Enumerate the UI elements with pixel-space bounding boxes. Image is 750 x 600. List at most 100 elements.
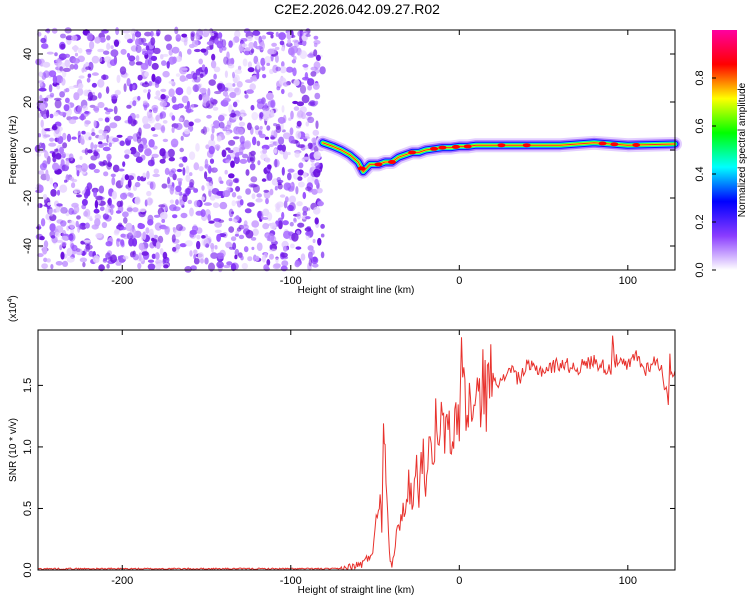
noise-speck xyxy=(231,200,236,207)
noise-speck xyxy=(162,138,169,143)
noise-speck xyxy=(188,121,194,127)
noise-speck xyxy=(281,61,285,68)
noise-speck xyxy=(146,197,153,206)
spectrogram-x-tick-label: -200 xyxy=(111,275,133,287)
noise-speck xyxy=(270,109,275,117)
noise-speck xyxy=(185,240,193,247)
spectrogram-noise-region xyxy=(34,26,326,273)
noise-speck xyxy=(99,36,106,43)
noise-speck xyxy=(197,252,204,261)
noise-speck xyxy=(279,40,285,46)
noise-speck xyxy=(297,222,305,228)
noise-speck xyxy=(143,89,148,93)
noise-speck xyxy=(36,184,44,193)
noise-speck xyxy=(270,222,277,230)
noise-speck xyxy=(52,75,58,84)
noise-speck xyxy=(132,100,137,107)
noise-speck xyxy=(37,133,42,138)
noise-speck xyxy=(43,257,48,263)
noise-speck xyxy=(80,113,85,121)
spectrogram-y-tick-label: 20 xyxy=(22,96,34,108)
noise-speck xyxy=(182,167,186,176)
noise-speck xyxy=(256,61,260,70)
figure-title: C2E2.2026.042.09.27.R02 xyxy=(274,1,440,17)
noise-speck xyxy=(201,235,206,239)
noise-speck xyxy=(200,196,205,201)
noise-speck xyxy=(302,63,309,68)
noise-speck xyxy=(114,229,120,234)
noise-speck xyxy=(56,189,61,196)
noise-speck xyxy=(187,185,195,190)
noise-speck xyxy=(210,252,219,259)
noise-speck xyxy=(97,101,105,109)
noise-speck xyxy=(245,188,252,195)
noise-speck xyxy=(134,31,142,38)
noise-speck xyxy=(260,153,268,161)
noise-speck xyxy=(279,65,287,74)
noise-speck xyxy=(301,94,310,104)
noise-speck xyxy=(88,163,96,170)
noise-speck xyxy=(161,60,167,66)
noise-speck xyxy=(188,172,193,177)
noise-speck xyxy=(172,214,178,219)
noise-speck xyxy=(289,221,294,227)
noise-speck xyxy=(293,40,300,48)
noise-speck xyxy=(76,215,81,220)
noise-speck xyxy=(225,159,231,164)
noise-speck xyxy=(98,185,105,194)
noise-speck xyxy=(60,33,66,39)
noise-speck xyxy=(170,185,175,192)
noise-speck xyxy=(84,147,89,156)
snr-y-tick-label: 1.0 xyxy=(22,439,34,454)
noise-speck xyxy=(78,83,84,89)
noise-speck xyxy=(194,118,202,123)
noise-speck xyxy=(229,113,237,118)
noise-speck xyxy=(124,33,131,40)
noise-speck xyxy=(175,56,183,62)
noise-speck xyxy=(209,97,214,103)
noise-speck xyxy=(129,228,135,234)
noise-speck xyxy=(287,38,291,45)
noise-speck xyxy=(302,206,309,213)
noise-speck xyxy=(199,73,204,79)
noise-speck xyxy=(98,129,104,134)
noise-speck xyxy=(244,94,249,99)
noise-speck xyxy=(68,207,74,215)
noise-speck xyxy=(98,56,103,63)
noise-speck xyxy=(77,47,83,54)
noise-speck xyxy=(288,117,292,121)
noise-speck xyxy=(210,32,215,37)
noise-speck xyxy=(60,251,65,260)
noise-speck xyxy=(212,202,220,209)
noise-speck xyxy=(236,195,242,200)
noise-speck xyxy=(127,179,132,188)
noise-speck xyxy=(239,199,244,206)
noise-speck xyxy=(105,252,111,260)
noise-speck xyxy=(55,225,64,234)
noise-speck xyxy=(302,191,307,200)
ridge-peak xyxy=(374,162,383,167)
noise-speck xyxy=(59,66,64,72)
noise-speck xyxy=(127,38,133,44)
noise-speck xyxy=(147,159,155,167)
noise-speck xyxy=(71,244,78,252)
noise-speck xyxy=(50,235,56,239)
colorbar-label: Normalized spectral amplitude xyxy=(737,82,748,217)
noise-speck xyxy=(262,222,270,230)
noise-speck xyxy=(246,35,253,42)
noise-speck xyxy=(123,217,128,224)
noise-speck xyxy=(147,259,155,263)
noise-speck xyxy=(59,244,63,251)
noise-speck xyxy=(122,161,126,168)
noise-speck xyxy=(307,78,315,86)
spectrogram-x-tick-label: -100 xyxy=(280,275,302,287)
noise-speck xyxy=(168,80,175,84)
noise-speck xyxy=(209,158,215,164)
noise-speck xyxy=(152,107,158,114)
noise-speck xyxy=(46,258,51,263)
noise-speck xyxy=(274,54,279,63)
noise-speck xyxy=(180,200,185,205)
noise-speck xyxy=(185,73,194,79)
noise-speck xyxy=(54,148,59,152)
